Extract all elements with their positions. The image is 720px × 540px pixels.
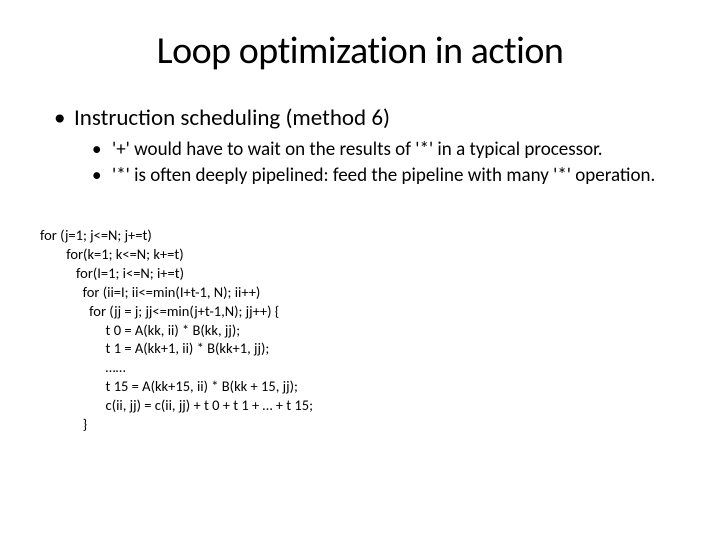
code-line: c(ii, jj) = c(ii, jj) + t 0 + t 1 + … + … — [40, 396, 313, 414]
code-line: t 15 = A(kk+15, ii) * B(kk + 15, jj); — [40, 377, 298, 395]
code-line: for(I=1; i<=N; i+=t) — [40, 264, 184, 282]
bullet-level-2: '*' is often deeply pipelined: feed the … — [40, 164, 680, 188]
code-line: t 1 = A(kk+1, ii) * B(kk+1, jj); — [40, 339, 269, 357]
code-line: …… — [40, 358, 126, 376]
code-line: for (jj = j; jj<=min(j+t-1,N); jj++) { — [40, 302, 279, 320]
bullet-level-1: Instruction scheduling (method 6) — [40, 104, 680, 132]
code-line: for (ii=I; ii<=min(I+t-1, N); ii++) — [40, 283, 260, 301]
code-line: for (j=1; j<=N; j+=t) — [40, 226, 152, 244]
bullet-level-2: '+' would have to wait on the results of… — [40, 138, 680, 162]
slide: Loop optimization in action Instruction … — [0, 0, 720, 540]
code-line: t 0 = A(kk, ii) * B(kk, jj); — [40, 321, 240, 339]
code-block: for (j=1; j<=N; j+=t) for(k=1; k<=N; k+=… — [40, 208, 680, 434]
code-line: } — [40, 415, 87, 433]
code-line: for(k=1; k<=N; k+=t) — [40, 245, 184, 263]
slide-title: Loop optimization in action — [40, 28, 680, 74]
